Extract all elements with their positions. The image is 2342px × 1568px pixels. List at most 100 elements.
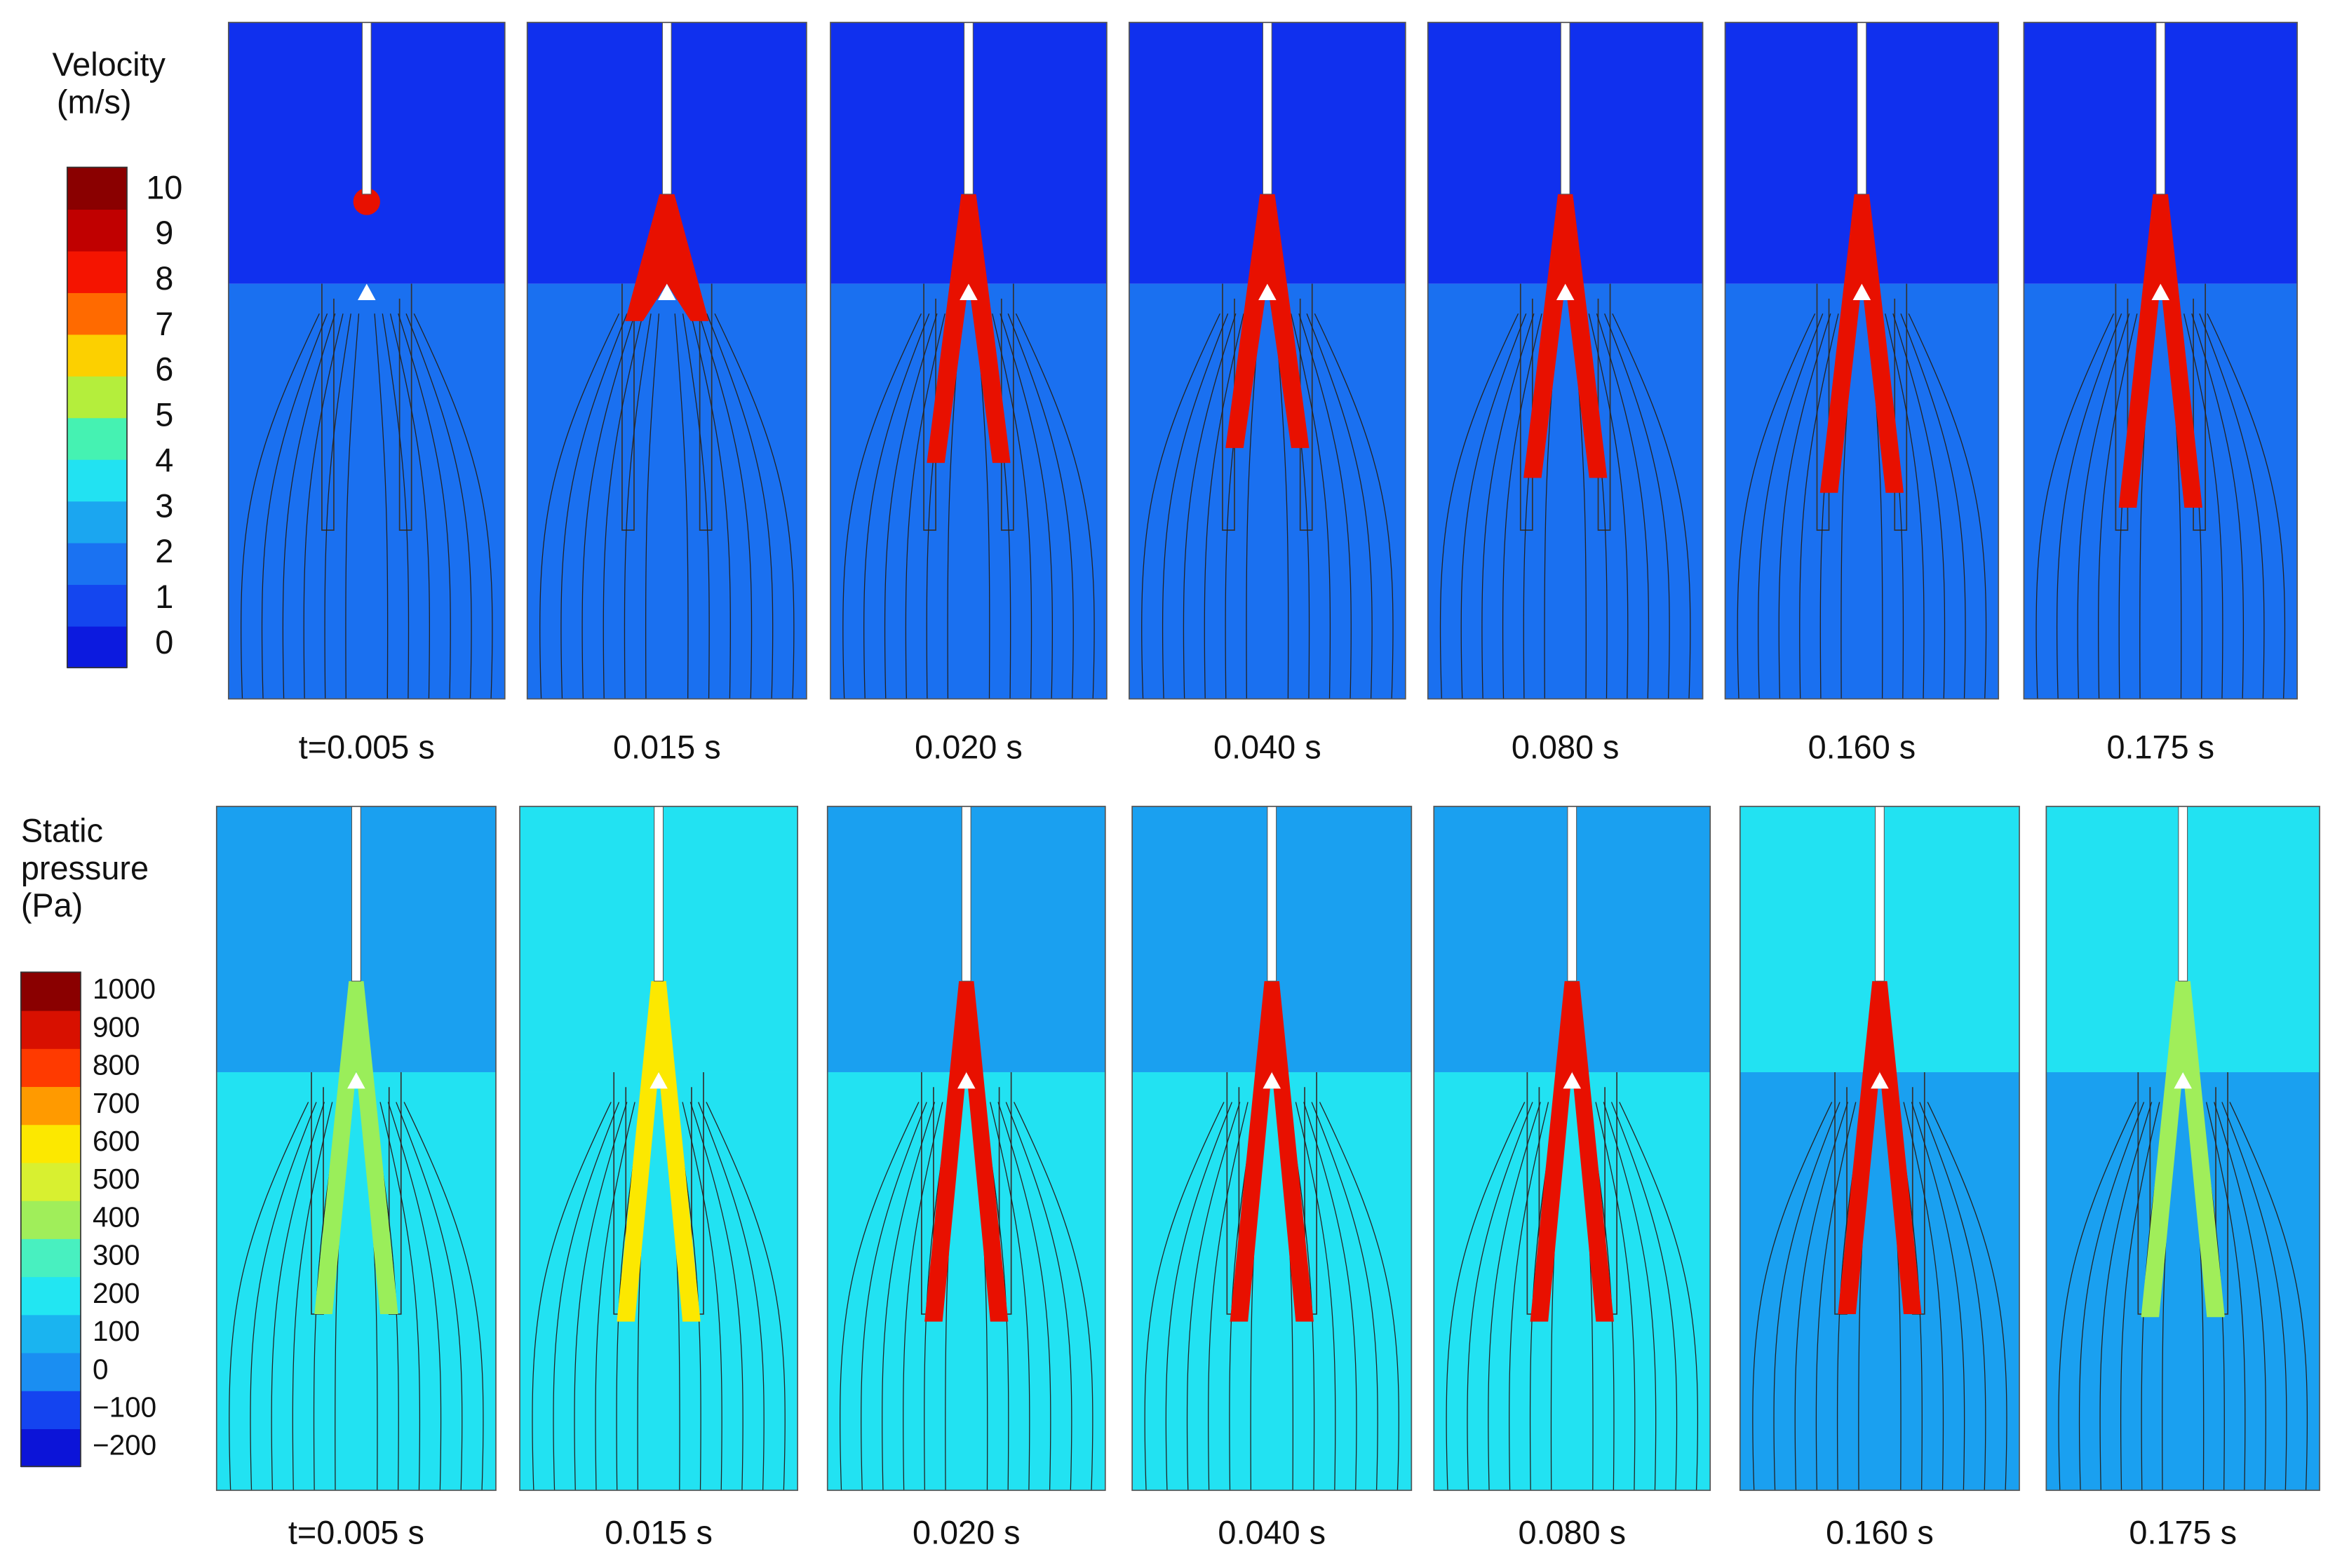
- colorbar-band: [20, 1124, 81, 1163]
- colorbar-band: [20, 1200, 81, 1239]
- jet: [924, 981, 1009, 1322]
- colorbar-band: [67, 626, 128, 668]
- simulation-panel: [1724, 22, 2000, 700]
- panel-frame: [2023, 22, 2298, 700]
- streamline: [2191, 313, 2245, 699]
- simulation-panel: [1433, 806, 1711, 1492]
- streamline: [645, 313, 660, 699]
- streamline: [292, 1102, 333, 1491]
- colorbar-band: [67, 167, 128, 210]
- lower-region: [1129, 283, 1406, 699]
- colorbar-tick-label: −100: [93, 1391, 156, 1424]
- simulation-panel: [1427, 22, 1704, 700]
- simulation-panel: [830, 22, 1108, 700]
- needle: [2155, 22, 2166, 195]
- lower-region: [520, 1072, 798, 1491]
- streamline: [682, 313, 710, 699]
- streamline: [1911, 1102, 1965, 1491]
- simulation-panel: [215, 806, 497, 1492]
- colorbar-band: [67, 417, 128, 460]
- streamline: [1460, 313, 1527, 699]
- jet: [314, 981, 398, 1314]
- streamline: [1014, 1102, 1093, 1491]
- colorbar-band: [20, 1390, 81, 1430]
- electrode-tip: [1871, 1072, 1889, 1089]
- colorbar-band: [20, 1276, 81, 1316]
- streamline: [1919, 1102, 1986, 1491]
- colorbar-band: [67, 459, 128, 502]
- lower-region: [1434, 1072, 1711, 1491]
- streamline: [379, 1102, 421, 1491]
- electrode-tip: [347, 1072, 365, 1089]
- streamline: [842, 313, 922, 699]
- streamline: [324, 313, 351, 699]
- streamline: [1752, 1102, 1833, 1491]
- simulation-panel: [1131, 806, 1413, 1492]
- colorbar-tick-label: 0: [93, 1353, 109, 1385]
- streamline: [1162, 313, 1229, 699]
- lower-region: [1725, 283, 1999, 699]
- colorbar-tick-label: 3: [155, 487, 173, 524]
- needle: [361, 22, 372, 195]
- streamline: [1295, 1102, 1336, 1491]
- panel-frame: [1131, 806, 1413, 1492]
- streamline: [1596, 313, 1650, 699]
- jet: [2141, 981, 2225, 1318]
- streamline: [345, 313, 360, 699]
- streamline: [2221, 1102, 2287, 1491]
- streamline: [581, 313, 635, 699]
- time-label: 0.160 s: [1826, 1514, 1934, 1550]
- streamline: [1311, 1102, 1378, 1491]
- streamline: [1737, 313, 1816, 699]
- legend-title: (Pa): [21, 887, 83, 924]
- electrode-tip: [1263, 1072, 1281, 1089]
- colorbar-tick-label: 1000: [93, 973, 156, 1005]
- streamline: [1204, 313, 1244, 699]
- streamline: [413, 313, 493, 699]
- time-label: t=0.005 s: [299, 729, 435, 765]
- streamline: [1246, 313, 1260, 699]
- colorbar-tick-label: 300: [93, 1239, 140, 1271]
- streamline: [271, 1102, 325, 1491]
- streamline: [261, 313, 328, 699]
- needle: [654, 806, 664, 982]
- streamline: [282, 313, 336, 699]
- panel-frame: [1724, 22, 2000, 700]
- colorbar-band: [67, 584, 128, 627]
- streamline: [1446, 1102, 1526, 1491]
- colorbar-band: [20, 972, 81, 1011]
- electrode-tip: [1556, 283, 1575, 301]
- colorbar-tick-label: 4: [155, 442, 173, 478]
- streamline: [1000, 313, 1054, 699]
- streamline: [2206, 1102, 2246, 1491]
- simulation-panel: [526, 22, 807, 700]
- lower-region: [2024, 283, 2298, 699]
- panel-frame: [227, 22, 506, 700]
- streamline: [574, 1102, 628, 1491]
- needle: [1560, 22, 1570, 195]
- electrode-tip: [1258, 283, 1277, 301]
- time-label: 0.160 s: [1808, 729, 1916, 765]
- colorbar-tick-label: 700: [93, 1087, 140, 1119]
- streamline: [229, 1102, 309, 1491]
- streamline: [2098, 313, 2138, 699]
- streamline: [863, 313, 930, 699]
- streamline: [1604, 313, 1670, 699]
- streamline: [714, 313, 795, 699]
- streamline: [1794, 1102, 1849, 1491]
- colorbar-tick-label: 9: [155, 215, 173, 251]
- colorbar-frame: [66, 166, 128, 668]
- colorbar-band: [20, 1314, 81, 1353]
- electrode-tip: [658, 283, 676, 301]
- colorbar-tick-label: 400: [93, 1201, 140, 1233]
- streamline: [553, 1102, 620, 1491]
- colorbar-tick-label: 1: [155, 579, 173, 615]
- panel-frame: [826, 806, 1106, 1492]
- panel-frame: [1129, 22, 1406, 700]
- colorbar-tick-label: 200: [93, 1277, 140, 1309]
- colorbar-frame: [20, 971, 81, 1468]
- streamline: [1141, 313, 1220, 699]
- needle: [1875, 806, 1885, 982]
- colorbar-band: [20, 1352, 81, 1391]
- colorbar-band: [20, 1086, 81, 1126]
